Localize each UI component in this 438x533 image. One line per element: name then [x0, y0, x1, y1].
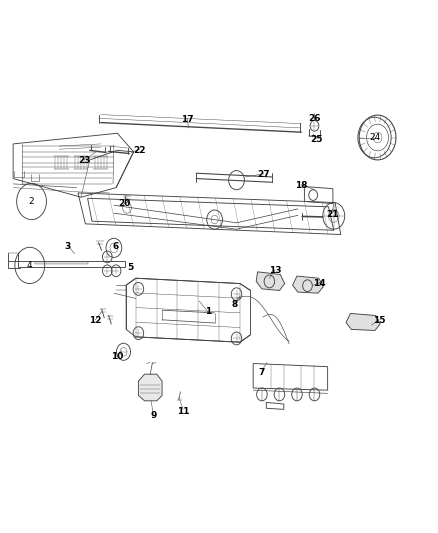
Text: 20: 20 — [119, 199, 131, 208]
Text: 4: 4 — [27, 261, 32, 270]
Polygon shape — [138, 374, 162, 401]
Text: 27: 27 — [258, 171, 270, 179]
Text: 15: 15 — [373, 317, 385, 325]
Text: 2: 2 — [29, 197, 34, 206]
Text: 25: 25 — [310, 135, 322, 144]
Text: 26: 26 — [308, 114, 321, 123]
Text: 21: 21 — [326, 210, 338, 219]
Text: 23: 23 — [78, 157, 90, 165]
Text: 7: 7 — [259, 368, 265, 376]
Text: 24: 24 — [369, 133, 380, 142]
Text: 22: 22 — [133, 146, 145, 155]
Text: 5: 5 — [127, 263, 134, 272]
Text: 8: 8 — [231, 301, 237, 309]
Text: 1: 1 — [205, 308, 211, 316]
Text: 12: 12 — [89, 317, 102, 325]
Text: 10: 10 — [111, 352, 124, 360]
Polygon shape — [256, 272, 285, 290]
Text: 9: 9 — [150, 411, 156, 420]
Text: 17: 17 — [181, 116, 194, 124]
Polygon shape — [293, 276, 323, 293]
Text: 11: 11 — [177, 407, 189, 416]
Text: 13: 13 — [269, 266, 281, 275]
Text: 6: 6 — [113, 242, 119, 251]
Text: 18: 18 — [295, 181, 307, 190]
Text: 14: 14 — [314, 279, 326, 288]
Polygon shape — [346, 313, 380, 330]
Text: 3: 3 — [65, 242, 71, 251]
